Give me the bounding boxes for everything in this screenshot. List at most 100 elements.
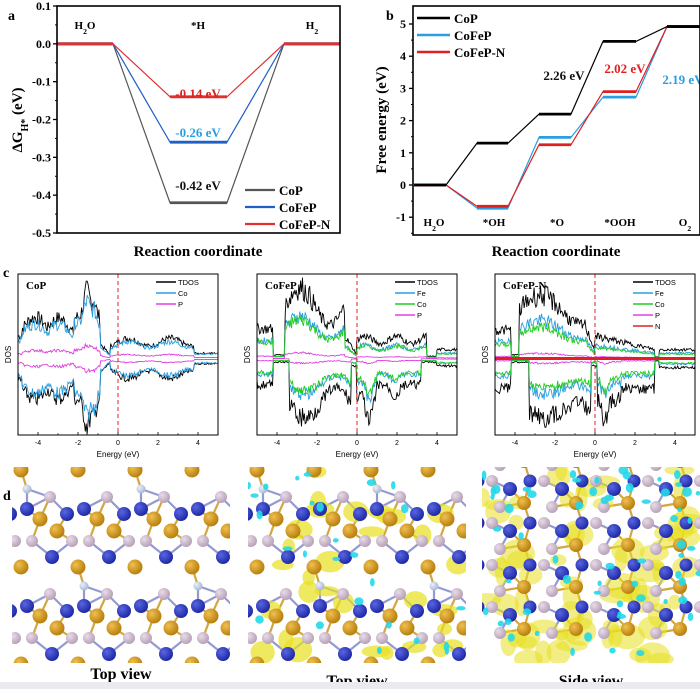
charge-depletion-lobe xyxy=(570,647,575,657)
atom-Co xyxy=(191,599,205,613)
atom-P xyxy=(359,632,371,644)
atom-Co xyxy=(159,647,173,661)
charge-depletion-lobe xyxy=(256,510,263,520)
dos-legend-label-TDOS: TDOS xyxy=(178,278,199,287)
bond xyxy=(440,439,458,447)
dos-curve-Co-up xyxy=(494,322,696,359)
atom-P xyxy=(508,394,520,406)
bond xyxy=(227,530,230,534)
atom-P xyxy=(302,535,314,547)
panel-b: b 5 4 3 2 1 0 -1 H2O *OH *O *OOH O2 2.26 eV 2.19 eV… xyxy=(374,5,700,260)
atom-P xyxy=(546,627,558,639)
atom-Co xyxy=(523,558,537,572)
atom-Fe xyxy=(420,656,436,663)
atom-Co xyxy=(191,405,205,419)
charge-depletion-lobe xyxy=(594,476,600,484)
dos-plot-CoFeP-N: -4 -2 0 2 4 Energy (eV) DOS CoFeP-N TDOS Fe Co PN xyxy=(481,273,696,459)
charge-depletion-lobe xyxy=(663,599,668,605)
bond xyxy=(500,461,524,465)
atom-Co xyxy=(77,599,91,613)
atom-Co xyxy=(281,550,295,564)
atom-Fe xyxy=(465,538,479,552)
atom-P xyxy=(416,535,428,547)
atom-N xyxy=(136,484,146,494)
charge-depletion-lobe xyxy=(625,482,634,493)
charge-depletion-lobe xyxy=(674,470,681,479)
charge-depletion-lobe xyxy=(687,546,696,551)
atom-P xyxy=(262,438,274,450)
atom-Fe xyxy=(261,415,276,430)
atom-P xyxy=(694,517,700,529)
dos-ylabel: DOS xyxy=(243,346,252,363)
atom-Co xyxy=(503,524,517,538)
bond xyxy=(472,439,478,461)
atom-P xyxy=(123,632,135,644)
dos-curve-P-up xyxy=(256,351,458,359)
charge-accumulation-lobe xyxy=(516,636,538,649)
atom-P xyxy=(650,627,662,639)
atom-P xyxy=(376,632,388,644)
atom-P xyxy=(280,394,292,406)
charge-depletion-lobe xyxy=(616,600,624,608)
a-legend-label-CoP: CoP xyxy=(279,183,303,198)
atom-Fe xyxy=(106,523,122,539)
atom-Co xyxy=(45,453,59,467)
atom-P xyxy=(451,491,463,503)
atom-Co xyxy=(627,516,641,530)
atom-P xyxy=(530,535,542,547)
atom-Co xyxy=(20,502,34,516)
bond xyxy=(648,439,666,447)
atom-P xyxy=(650,585,662,597)
charge-depletion-lobe xyxy=(295,475,300,481)
atom-Co xyxy=(117,604,131,618)
atom-Co xyxy=(231,604,245,618)
charge-depletion-lobe xyxy=(386,621,392,629)
atom-P xyxy=(180,438,192,450)
atom-P xyxy=(490,438,502,450)
atom-Co xyxy=(627,558,641,572)
atom-P xyxy=(83,438,95,450)
bond xyxy=(141,412,154,422)
bond xyxy=(21,664,27,683)
atom-P xyxy=(262,632,274,644)
atom-Co xyxy=(452,647,466,661)
atom-Fe xyxy=(286,427,301,442)
a-ytick-label: -0.1 xyxy=(32,75,51,89)
atom-N xyxy=(202,388,211,397)
charge-depletion-lobe xyxy=(366,479,376,487)
atom-P xyxy=(197,535,209,547)
bond xyxy=(276,400,286,422)
bond xyxy=(377,400,400,412)
b-ytick-label: -1 xyxy=(396,210,406,224)
b-category-label: *O xyxy=(550,217,565,229)
bond xyxy=(382,422,390,444)
atom-P xyxy=(262,535,274,547)
bond xyxy=(440,481,458,489)
atom-Fe xyxy=(32,608,48,624)
atom-Fe xyxy=(220,620,230,636)
bond xyxy=(228,434,243,444)
b-ytick-label: 2 xyxy=(400,114,406,128)
atom-Fe xyxy=(220,523,230,539)
charge-depletion-lobe xyxy=(492,484,501,494)
atom-N xyxy=(315,581,325,591)
atom-P xyxy=(140,632,152,644)
bond xyxy=(211,444,231,460)
charge-depletion-lobe xyxy=(682,487,692,497)
b-annotation-CoFeP-N: 2.02 eV xyxy=(604,61,646,76)
atom-Co xyxy=(503,566,517,580)
dos-legend-label-Fe: Fe xyxy=(417,289,426,298)
dos-title: CoFeP xyxy=(265,280,297,292)
charge-depletion-lobe xyxy=(574,501,584,510)
bond xyxy=(666,447,680,461)
dos-xtick-label: -2 xyxy=(314,440,320,447)
atom-P xyxy=(319,632,331,644)
bond xyxy=(52,444,72,460)
atom-Co xyxy=(467,410,481,424)
bond xyxy=(280,444,300,460)
bond xyxy=(268,400,278,422)
atom-P xyxy=(272,394,284,406)
charge-depletion-lobe xyxy=(518,532,524,540)
atom-P xyxy=(44,491,56,503)
charge-depletion-lobe xyxy=(413,637,420,645)
